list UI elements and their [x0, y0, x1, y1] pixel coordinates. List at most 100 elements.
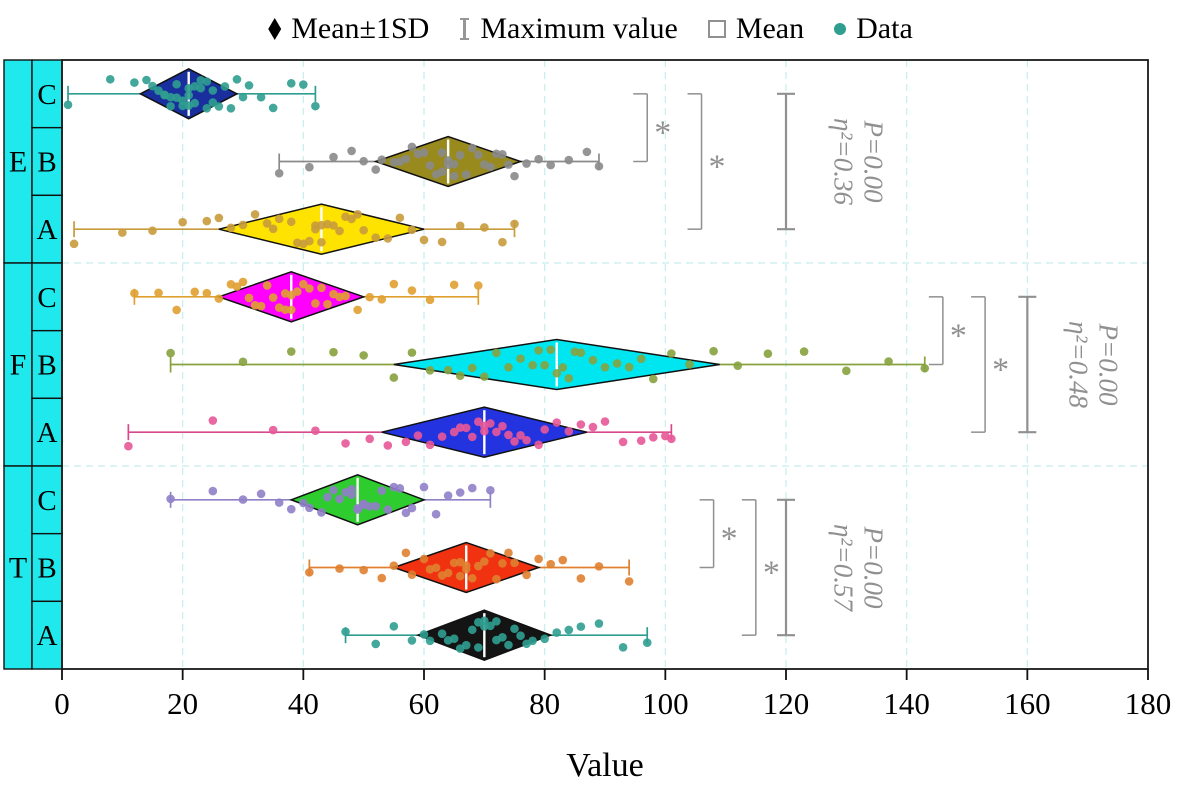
- data-point: [467, 573, 477, 583]
- group-label: F: [10, 349, 27, 382]
- p-value-label: P=0.00: [858, 526, 888, 609]
- x-tick-label: 140: [883, 686, 930, 721]
- x-tick-label: 160: [1004, 686, 1051, 721]
- distribution-row: [69, 203, 519, 255]
- data-point: [492, 617, 501, 626]
- data-point: [178, 217, 187, 227]
- data-point: [214, 213, 224, 223]
- data-point: [437, 167, 447, 177]
- x-axis-title: Value: [566, 747, 643, 784]
- data-point: [323, 492, 332, 502]
- data-point: [401, 508, 411, 518]
- data-point: [437, 629, 447, 638]
- maximum-value-icon: [459, 16, 470, 42]
- data-point: [154, 86, 163, 95]
- data-point: [238, 92, 248, 102]
- data-point: [449, 159, 459, 169]
- data-point: [329, 221, 338, 230]
- data-point: [341, 291, 350, 301]
- data-point: [190, 98, 200, 108]
- row-label: B: [37, 147, 56, 179]
- data-point: [552, 418, 562, 427]
- data-point: [130, 288, 139, 298]
- data-point: [365, 502, 375, 511]
- data-point: [486, 162, 495, 172]
- data-point: [461, 423, 471, 433]
- data-point: [558, 363, 568, 372]
- data-point: [401, 154, 411, 164]
- legend-label: Data: [856, 12, 913, 45]
- data-point: [498, 421, 507, 431]
- legend-label: Mean±1SD: [291, 12, 430, 45]
- x-tick-label: 40: [288, 686, 319, 721]
- mean-sd-icon: [268, 18, 282, 40]
- legend-item-mean: Mean: [707, 12, 804, 46]
- data-point: [437, 432, 447, 441]
- row-label: C: [37, 485, 56, 517]
- data-point: [425, 295, 435, 305]
- data-point: [455, 371, 465, 380]
- data-point: [588, 422, 598, 432]
- data-point: [142, 75, 151, 85]
- group-label: E: [9, 146, 27, 179]
- data-point: [244, 293, 254, 303]
- significance-star: *: [709, 149, 726, 186]
- data-point: [474, 417, 483, 426]
- data-point: [443, 491, 453, 500]
- distribution-row: [130, 271, 483, 323]
- data-point: [461, 170, 471, 179]
- data-point: [268, 224, 278, 234]
- data-point: [389, 561, 399, 571]
- legend-label: Maximum value: [480, 12, 678, 45]
- data-point: [196, 83, 206, 93]
- data-point: [299, 80, 308, 89]
- significance-annotation: * * η²=0.57 P=0.00: [699, 498, 888, 637]
- data-point: [208, 86, 218, 95]
- data-point: [431, 563, 441, 573]
- data-point: [425, 440, 435, 450]
- data-point: [166, 348, 175, 358]
- data-point: [238, 495, 248, 504]
- data-point: [286, 347, 296, 356]
- data-point: [293, 287, 302, 296]
- data-point: [413, 431, 423, 440]
- data-point: [474, 281, 483, 290]
- data-point: [667, 434, 676, 444]
- x-tick-label: 180: [1125, 686, 1172, 721]
- x-tick-label: 80: [529, 686, 560, 721]
- significance-annotation: * * η²=0.36 P=0.00: [633, 92, 888, 231]
- row-label-box: [31, 329, 63, 400]
- data-point: [377, 155, 387, 165]
- data-point: [540, 634, 549, 644]
- data-point: [274, 168, 284, 178]
- data-point: [323, 299, 332, 309]
- data-point: [377, 486, 387, 496]
- data-point: [648, 374, 658, 384]
- distribution-row: [274, 135, 604, 188]
- data-point: [534, 554, 543, 564]
- data-point: [425, 636, 435, 646]
- data-point: [419, 482, 429, 492]
- data-point: [311, 101, 320, 111]
- row-label-box: [31, 262, 63, 332]
- row-label: A: [37, 620, 58, 652]
- data-point: [401, 548, 411, 558]
- data-point: [407, 503, 417, 513]
- data-point: [359, 156, 368, 166]
- data-point: [516, 631, 525, 641]
- data-point: [582, 147, 592, 157]
- data-point: [419, 148, 429, 157]
- data-point: [419, 235, 429, 245]
- data-point: [268, 293, 278, 302]
- data-point: [202, 77, 212, 86]
- data-point: [510, 558, 519, 568]
- data-point: [262, 281, 272, 290]
- data-point: [359, 225, 368, 235]
- data-point: [455, 150, 465, 160]
- data-point: [534, 154, 543, 164]
- data-point: [437, 148, 447, 157]
- data-point: [594, 562, 604, 571]
- data-point: [540, 360, 549, 370]
- data-point: [474, 643, 483, 652]
- data-point: [564, 373, 574, 383]
